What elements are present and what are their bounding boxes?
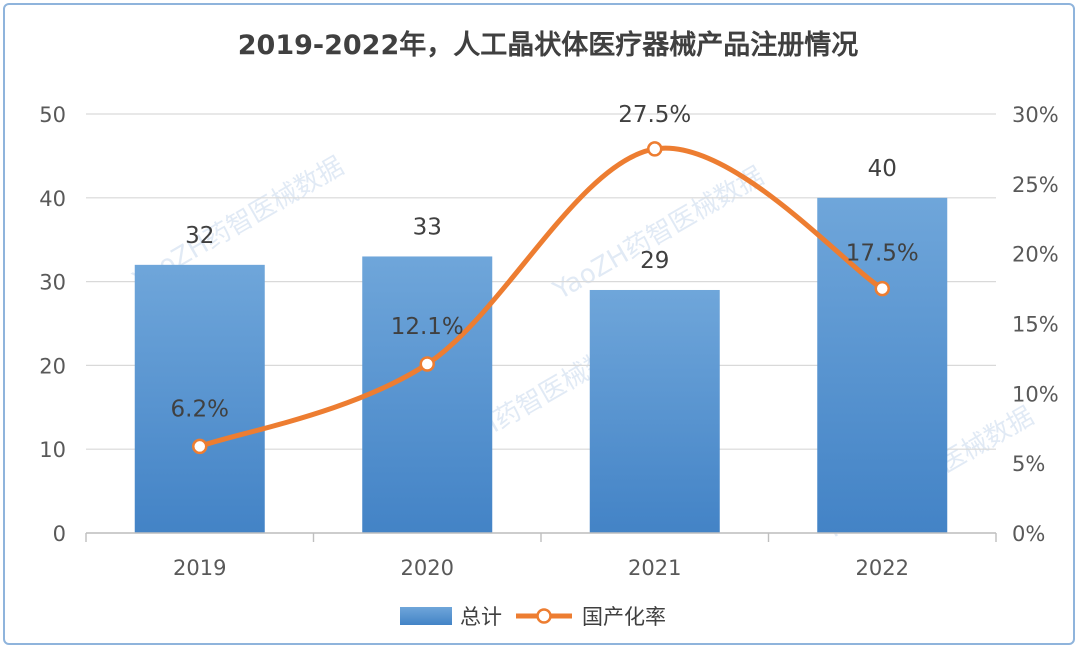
x-tick-label: 2019 (173, 556, 226, 580)
line-value-label: 17.5% (846, 241, 919, 267)
y-left-tick-label: 10 (39, 438, 66, 462)
line-series (192, 141, 890, 455)
line-value-label: 12.1% (391, 314, 464, 340)
bar (589, 289, 720, 533)
legend: 总计 国产化率 (400, 605, 666, 629)
line-point (647, 141, 663, 157)
x-tick-label: 2022 (856, 556, 909, 580)
bar-value-label: 32 (185, 223, 214, 249)
y-left-tick-label: 0 (53, 522, 66, 546)
y-right-tick-label: 20% (1012, 243, 1059, 267)
data-labels: 32 33 29 40 6.2% 12.1% 27.5% 17.5% (171, 102, 919, 422)
line-point (192, 438, 208, 455)
y-right-tick-label: 5% (1012, 452, 1045, 476)
bar (134, 264, 265, 533)
line-path (197, 145, 885, 449)
legend-bar-swatch (400, 607, 452, 625)
line-value-label: 6.2% (171, 396, 229, 422)
y-left-tick-label: 40 (39, 187, 66, 211)
legend-line-label: 国产化率 (582, 605, 666, 629)
y-left-tick-label: 30 (39, 271, 66, 295)
x-tick-label: 2021 (628, 556, 681, 580)
axes: 2019 2020 2021 2022 0 10 20 30 40 50 0% 5% 10% 15% 20%… (39, 103, 1058, 580)
y-right-tick-label: 15% (1012, 313, 1059, 337)
chart-title: 2019-2022年，人工晶状体医疗器械产品注册情况 (238, 29, 859, 61)
line-value-label: 27.5% (618, 102, 691, 128)
bar-value-label: 29 (640, 248, 669, 274)
bar-value-label: 40 (868, 156, 897, 182)
legend-bar-label: 总计 (460, 605, 502, 629)
watermark-text: YaoZH药智医械数据 (548, 161, 770, 306)
y-right-tick-label: 30% (1012, 103, 1059, 127)
y-left-tick-label: 20 (39, 354, 66, 378)
x-tick-label: 2020 (401, 556, 454, 580)
y-right-tick-label: 0% (1012, 522, 1045, 546)
y-right-tick-label: 10% (1012, 382, 1059, 406)
legend-line-marker (536, 608, 552, 624)
line-point (419, 356, 435, 372)
bar-value-label: 33 (413, 214, 442, 240)
y-right-tick-label: 25% (1012, 173, 1059, 197)
bars (134, 197, 948, 534)
line-point (874, 280, 890, 297)
bar (362, 256, 493, 533)
y-left-tick-label: 50 (39, 103, 66, 127)
